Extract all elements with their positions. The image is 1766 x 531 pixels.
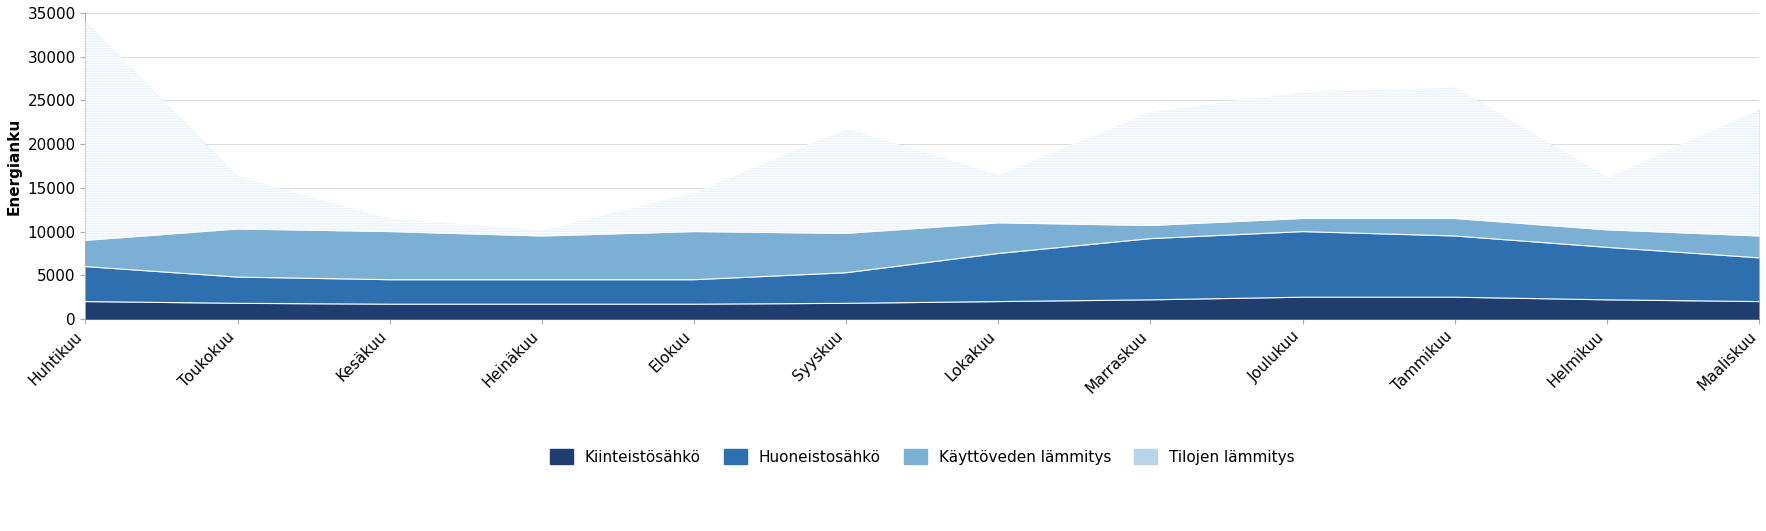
Legend: Kiinteistösähkö, Huoneistosähkö, Käyttöveden lämmitys, Tilojen lämmitys: Kiinteistösähkö, Huoneistosähkö, Käyttöv… [544, 442, 1302, 470]
Y-axis label: Energianku: Energianku [7, 117, 21, 215]
